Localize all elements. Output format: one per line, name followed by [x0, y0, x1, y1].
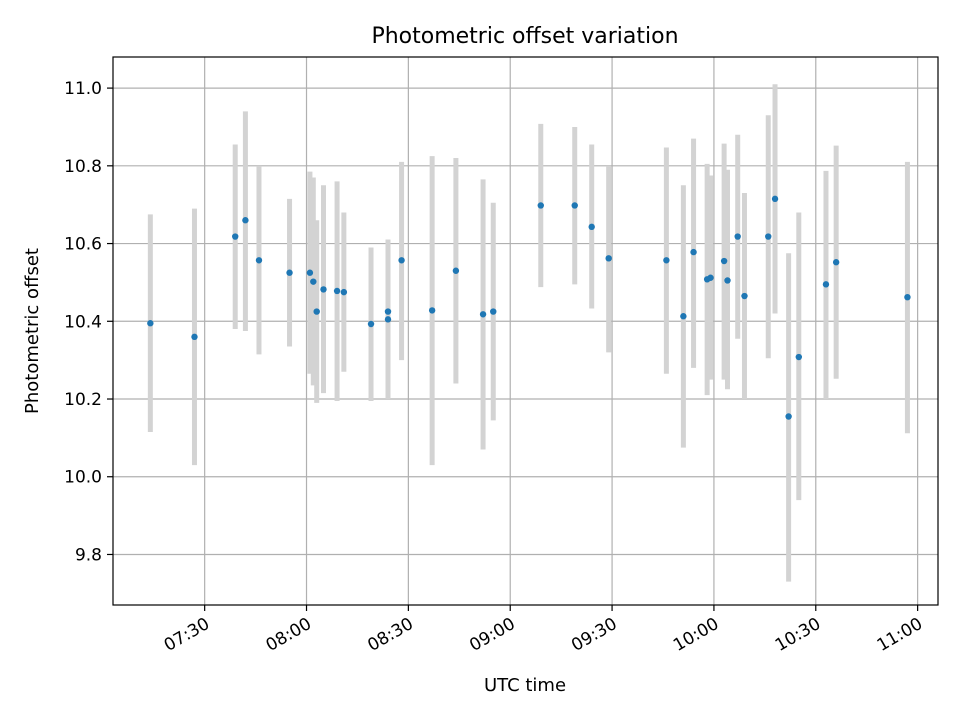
data-point	[680, 313, 687, 320]
y-tick-label: 10.2	[64, 390, 102, 410]
data-point	[605, 255, 612, 262]
data-point	[741, 292, 748, 300]
data-point	[333, 287, 341, 295]
data-point	[147, 320, 154, 327]
data-point	[242, 217, 249, 224]
y-tick-label: 10.8	[64, 157, 102, 177]
y-axis-label: Photometric offset	[22, 248, 43, 414]
data-point	[384, 308, 392, 315]
data-point	[771, 195, 779, 203]
data-points	[147, 195, 911, 420]
data-point	[306, 269, 314, 276]
data-point	[313, 308, 320, 315]
data-point	[724, 277, 731, 284]
y-tick-label: 11.0	[64, 79, 102, 99]
data-point	[795, 353, 803, 361]
data-point	[690, 248, 697, 256]
data-point	[765, 233, 772, 240]
x-axis-ticks: 07:30 08:00 08:30 09:00 09:30 10:00 10:30 11:00	[161, 605, 926, 656]
y-tick-label: 10.0	[64, 468, 102, 488]
plot-frame	[112, 56, 939, 606]
x-axis-label: UTC time	[484, 675, 566, 696]
data-point	[384, 316, 392, 323]
y-tick-label: 10.6	[64, 235, 102, 255]
data-point	[832, 259, 840, 266]
data-point	[286, 269, 293, 276]
data-point	[232, 233, 239, 240]
data-point	[720, 257, 728, 265]
y-tick-label: 10.4	[64, 312, 102, 332]
data-point	[452, 267, 460, 274]
data-point	[398, 257, 405, 264]
grid-lines	[113, 57, 938, 605]
x-tick-label: 09:30	[568, 614, 620, 656]
data-point	[310, 278, 317, 285]
data-point	[785, 413, 792, 420]
chart-title: Photometric offset variation	[371, 24, 678, 49]
x-tick-label: 07:30	[161, 614, 213, 656]
x-tick-label: 08:00	[263, 614, 315, 656]
data-point	[255, 257, 263, 264]
data-point	[663, 257, 670, 264]
data-point	[571, 202, 578, 209]
data-point	[537, 202, 544, 209]
data-point	[707, 274, 714, 281]
x-tick-label: 09:00	[466, 614, 518, 656]
x-tick-label: 08:30	[364, 614, 416, 656]
data-point	[340, 288, 348, 296]
data-point	[490, 308, 497, 315]
data-point	[191, 333, 198, 341]
y-tick-label: 9.8	[75, 545, 102, 565]
error-bars	[147, 84, 910, 582]
data-point	[320, 286, 327, 293]
data-point	[479, 311, 487, 318]
y-axis-ticks: 9.8 10.0 10.2 10.4 10.6 10.8 11.0	[64, 79, 113, 565]
data-point	[734, 233, 741, 240]
x-tick-label: 11:00	[874, 614, 926, 656]
data-point	[822, 281, 830, 288]
x-tick-label: 10:00	[670, 614, 722, 656]
data-point	[904, 293, 911, 301]
data-point	[588, 223, 595, 231]
data-point	[367, 320, 375, 328]
x-tick-label: 10:30	[772, 614, 824, 656]
data-point	[428, 307, 436, 314]
